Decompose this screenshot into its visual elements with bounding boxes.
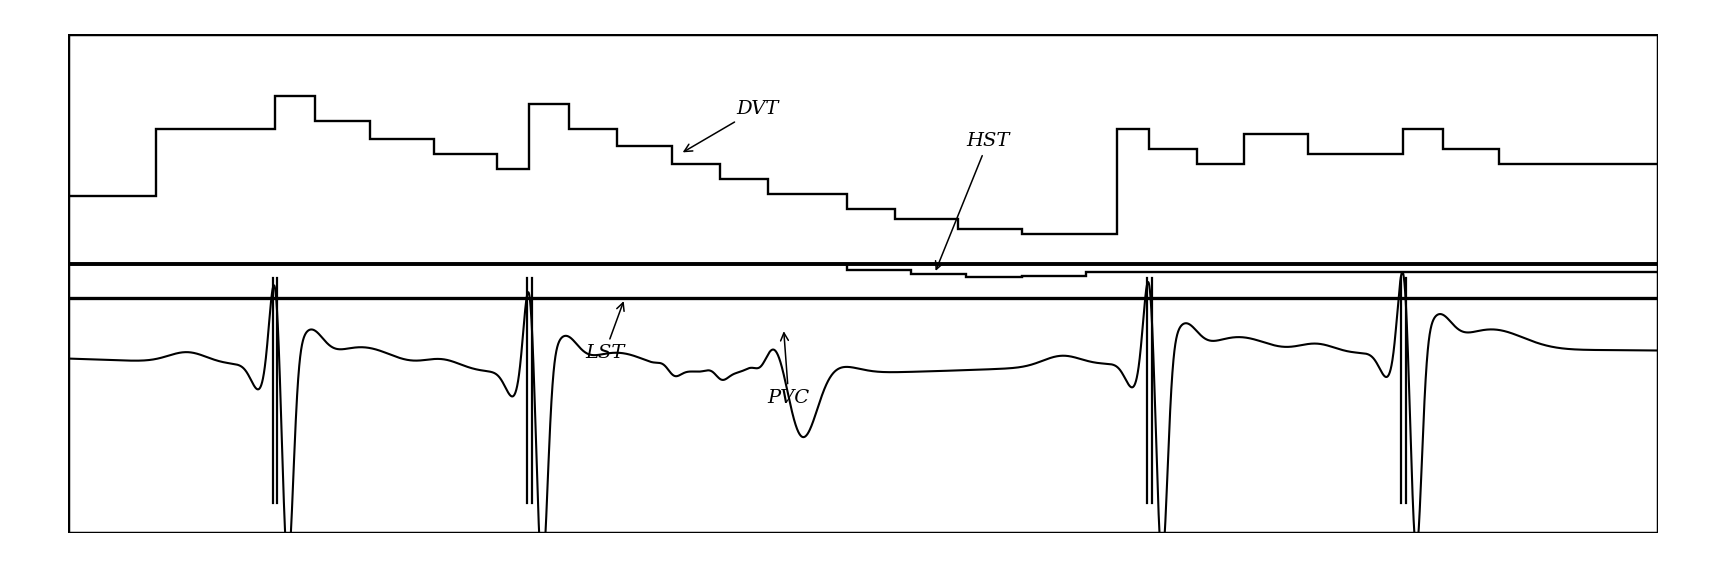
Text: DVT: DVT [684, 100, 778, 151]
Text: LST: LST [584, 303, 624, 362]
Text: PVC: PVC [767, 333, 810, 407]
Text: HST: HST [935, 132, 1010, 269]
